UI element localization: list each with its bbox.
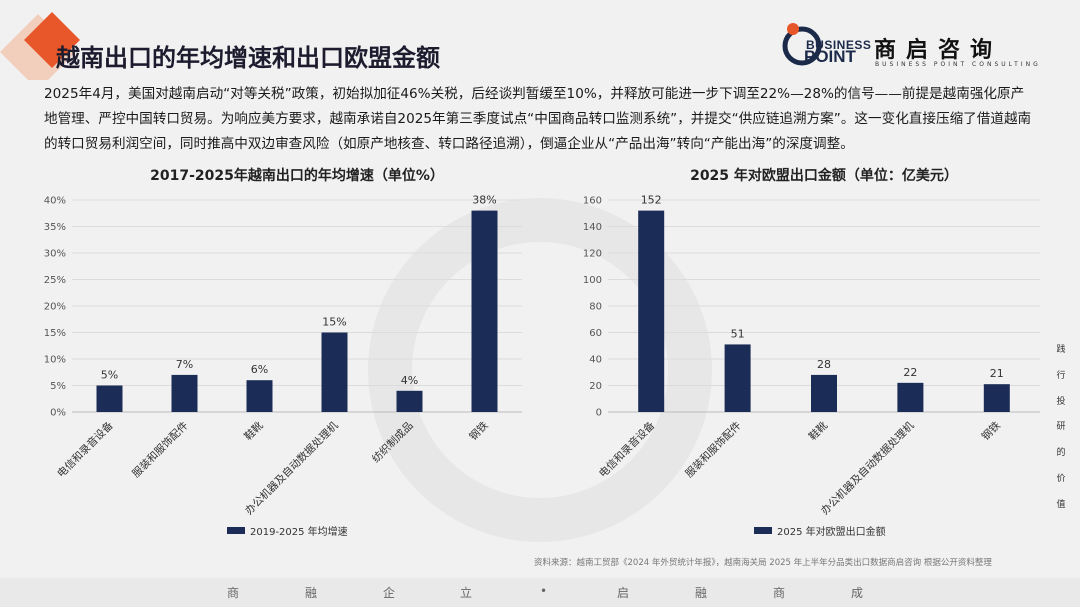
data-label: 6% — [251, 363, 268, 376]
growth-rate-chart: 2017-2025年越南出口的年均增速（单位%） 0% 5% 10% 15% 20% 25%… — [44, 167, 522, 538]
y-tick-label: 40% — [44, 196, 66, 207]
side-char: 行 — [1056, 370, 1066, 381]
bar — [96, 385, 123, 412]
y-tick-label: 30% — [44, 249, 66, 260]
category-label: 服装和服饰配件 — [129, 419, 190, 480]
legend-swatch — [754, 527, 772, 534]
corner-decoration — [0, 12, 80, 80]
footer-strip — [0, 578, 1080, 607]
category-label: 鞋靴 — [806, 419, 830, 443]
bar — [471, 210, 498, 412]
slogan-char: 商 — [227, 586, 240, 600]
chart-title: 2017-2025年越南出口的年均增速（单位%） — [150, 167, 444, 184]
source-note: 资料来源：越南工贸部《2024 年外贸统计年报》，越南海关局 2025 年上半年… — [534, 558, 992, 568]
slogan-char: • — [540, 584, 548, 598]
category-label: 电信和录音设备 — [596, 419, 658, 481]
y-tick-label: 160 — [583, 196, 602, 207]
side-char: 研 — [1056, 422, 1066, 433]
slogan-char: 融 — [695, 586, 708, 600]
data-label: 21 — [990, 367, 1004, 380]
side-char: 投 — [1056, 396, 1066, 407]
y-tick-label: 25% — [44, 275, 66, 286]
bar — [983, 384, 1010, 412]
logo-mark-icon — [782, 23, 822, 66]
bar — [811, 374, 837, 412]
y-tick-label: 5% — [50, 381, 66, 392]
y-tick-label: 20% — [44, 302, 66, 313]
legend-label: 2019-2025 年均增速 — [250, 525, 348, 538]
eu-export-chart: 2025 年对欧盟出口金额（单位：亿美元） 0 20 40 60 80 100 120 140 1… — [583, 167, 1040, 538]
bar — [396, 390, 423, 412]
side-char: 值 — [1056, 499, 1066, 510]
category-label: 纺织制成品 — [369, 419, 415, 465]
intro-paragraph: 2025年4月，美国对越南启动“对等关税”政策，初始拟加征46%关税，后经谈判暂… — [44, 86, 1032, 152]
side-char: 价 — [1056, 473, 1066, 484]
bar — [246, 380, 273, 412]
data-label: 51 — [731, 327, 745, 340]
y-tick-label: 140 — [583, 222, 602, 233]
page-title: 越南出口的年均增速和出口欧盟金额 — [56, 44, 440, 72]
data-label: 28 — [817, 358, 831, 371]
side-slogan: 践 行 投 研 的 价 值 — [1054, 338, 1068, 519]
data-label: 22 — [903, 366, 917, 379]
logo-brand-line2: POINT — [804, 47, 856, 66]
data-label: 5% — [101, 369, 118, 382]
data-label: 38% — [472, 194, 496, 207]
slogan-char: 立 — [460, 586, 473, 600]
bar — [171, 374, 198, 412]
y-tick-label: 10% — [44, 355, 66, 366]
bar — [321, 332, 348, 412]
category-label: 服装和服饰配件 — [683, 419, 744, 480]
category-label: 钢铁 — [467, 419, 491, 443]
data-label: 4% — [401, 374, 418, 387]
y-tick-label: 120 — [583, 249, 602, 260]
slogan-char: 成 — [851, 586, 864, 600]
y-tick-label: 0% — [50, 408, 66, 419]
legend-swatch — [227, 527, 245, 534]
slogan-char: 启 — [617, 586, 630, 600]
y-tick-label: 35% — [44, 222, 66, 233]
company-logo: BUSINESS POINT 商启咨询 BUSINESS POINT CONSU… — [782, 18, 1062, 74]
y-tick-label: 100 — [583, 275, 602, 286]
category-label: 鞋靴 — [242, 419, 266, 443]
category-label: 电信和录音设备 — [54, 419, 116, 481]
y-tick-label: 20 — [589, 381, 602, 392]
data-label: 152 — [641, 194, 662, 207]
slogan-char: 商 — [773, 586, 786, 600]
category-label: 钢铁 — [979, 419, 1003, 443]
bar — [724, 344, 751, 412]
logo-name-en: BUSINESS POINT CONSULTING — [875, 61, 1041, 68]
y-tick-label: 80 — [589, 302, 602, 313]
legend-label: 2025 年对欧盟出口金额 — [777, 525, 886, 538]
y-tick-label: 60 — [589, 328, 602, 339]
bar — [897, 382, 924, 412]
side-char: 践 — [1056, 345, 1066, 355]
y-tick-label: 40 — [589, 355, 602, 366]
logo-brand-line1: BUSINESS — [806, 38, 872, 52]
slogan-char: 融 — [305, 586, 318, 600]
category-label: 办公机器及自动数据处理机 — [818, 419, 917, 518]
data-label: 7% — [176, 358, 193, 371]
data-label: 15% — [322, 316, 346, 329]
y-tick-label: 15% — [44, 328, 66, 339]
slogan-char: 企 — [383, 586, 396, 600]
y-tick-label: 0 — [596, 408, 602, 419]
logo-name-cn: 商启咨询 — [874, 38, 1003, 63]
side-char: 的 — [1056, 448, 1066, 459]
bar — [638, 210, 665, 412]
chart-title: 2025 年对欧盟出口金额（单位：亿美元） — [690, 167, 958, 184]
